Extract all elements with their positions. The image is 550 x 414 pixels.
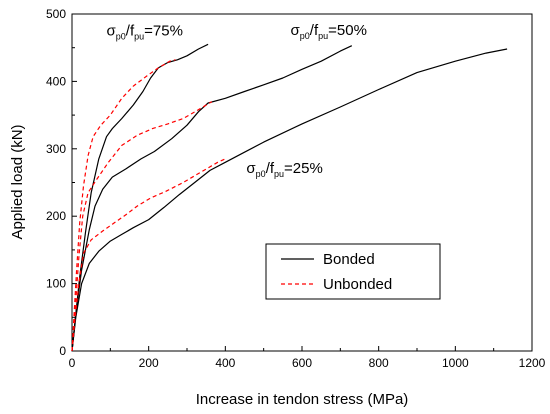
y-tick-label: 400 [46,74,66,88]
x-tick-label: 400 [215,356,235,370]
x-axis-title: Increase in tendon stress (MPa) [196,391,409,408]
x-tick-label: 600 [292,356,312,370]
y-axis-title: Applied load (kN) [9,124,26,239]
y-tick-label: 500 [46,7,66,21]
series-line-bonded-50 [71,45,353,352]
x-tick-label: 1000 [442,356,469,370]
series-lines [71,43,508,352]
y-tick-label: 300 [46,142,66,156]
y-tick-label: 0 [59,344,66,358]
y-tick-label: 100 [46,277,66,291]
legend-box [265,243,441,300]
series-line-bonded-75 [71,43,209,352]
x-tick-label: 200 [139,356,159,370]
y-tick-label: 200 [46,209,66,223]
x-tick-label: 1200 [519,356,546,370]
y-axis: 0 100 200 300 400 500 [46,7,77,358]
legend: Bonded Unbonded [265,243,441,300]
series-line-unbonded-50 [71,101,213,352]
series-line-bonded-25 [71,48,508,352]
ratio-annotation-75: σp0/fpu=75% [107,23,183,42]
legend-label-bonded: Bonded [323,251,375,268]
legend-label-unbonded: Unbonded [323,276,392,293]
x-axis: 0 200 400 600 800 1000 1200 [69,346,546,370]
x-tick-label: 0 [69,356,76,370]
series-line-unbonded-25 [71,158,226,352]
ratio-annotation-50: σp0/fpu=50% [291,22,367,41]
annotations: σp0/fpu=75% σp0/fpu=50% σp0/fpu=25% [107,22,367,179]
x-tick-label: 800 [369,356,389,370]
plot-area [71,13,533,352]
ratio-annotation-25: σp0/fpu=25% [246,160,322,179]
